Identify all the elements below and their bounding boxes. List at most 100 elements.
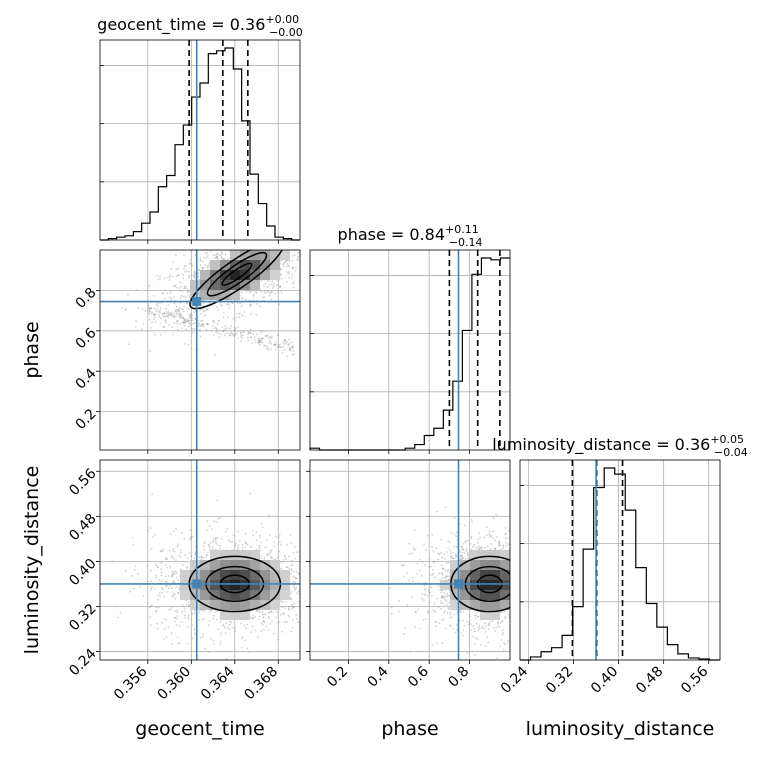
sample-point (271, 280, 274, 283)
sample-point (172, 594, 174, 597)
sample-point (208, 611, 211, 613)
density-cell (270, 250, 280, 260)
sample-point (481, 548, 483, 551)
sample-point (515, 566, 517, 568)
sample-point (231, 541, 233, 543)
sample-point (292, 353, 295, 355)
sample-point (261, 610, 264, 613)
sample-point (435, 547, 438, 550)
sample-point (177, 267, 179, 270)
sample-point (184, 617, 187, 619)
sample-point (161, 314, 164, 316)
sample-point (151, 604, 153, 607)
density-cell (230, 550, 240, 560)
sample-point (229, 620, 231, 623)
sample-point (537, 573, 539, 575)
sample-point (237, 337, 240, 339)
sample-point (463, 552, 466, 554)
sample-point (203, 244, 205, 246)
sample-point (285, 247, 287, 249)
sample-point (154, 333, 156, 336)
sample-point (549, 571, 551, 573)
sample-point (517, 534, 519, 536)
sample-point (517, 532, 519, 534)
sample-point (296, 259, 299, 261)
sample-point (292, 585, 295, 587)
sample-point (215, 327, 218, 330)
sample-point (512, 566, 514, 568)
sample-point (552, 596, 554, 598)
sample-point (172, 574, 174, 577)
sample-point (214, 253, 217, 256)
x-tick-label: 0.360 (154, 664, 194, 704)
x-tick-label: 0.24 (498, 663, 531, 696)
sample-point (521, 593, 523, 595)
sample-point (523, 582, 525, 584)
sample-point (453, 545, 456, 548)
sample-point (546, 553, 548, 555)
sample-point (294, 226, 296, 228)
sample-point (468, 614, 471, 617)
sample-point (459, 550, 462, 553)
density-cell (260, 560, 270, 570)
sample-point (156, 275, 159, 277)
sample-point (513, 570, 515, 572)
sample-point (296, 237, 298, 239)
sample-point (244, 639, 246, 642)
sample-point (452, 557, 454, 560)
sample-point (521, 593, 523, 595)
sample-point (439, 600, 442, 603)
sample-point (292, 281, 295, 283)
sample-point (445, 627, 447, 630)
sample-point (448, 541, 451, 543)
sample-point (301, 250, 303, 252)
sample-point (441, 602, 444, 605)
sample-point (444, 610, 446, 612)
sample-point (512, 556, 514, 558)
sample-point (340, 272, 342, 274)
sample-point (175, 305, 178, 308)
sample-point (444, 506, 447, 509)
sample-point (538, 545, 540, 547)
sample-point (508, 529, 510, 532)
density-cell (480, 550, 490, 560)
sample-point (191, 314, 193, 316)
sample-point (514, 602, 516, 604)
sample-point (495, 513, 498, 516)
sample-point (257, 340, 260, 343)
sample-point (293, 602, 296, 605)
sample-point (186, 642, 189, 645)
sample-point (286, 543, 288, 546)
sample-point (424, 593, 427, 596)
sample-point (173, 616, 176, 619)
sample-point (338, 585, 340, 587)
sample-point (454, 556, 457, 559)
sample-point (510, 533, 512, 535)
sample-point (183, 305, 185, 308)
sample-point (258, 615, 261, 618)
sample-point (185, 265, 187, 267)
sample-point (530, 580, 532, 582)
sample-point (260, 621, 263, 624)
sample-point (546, 567, 548, 569)
sample-point (253, 240, 255, 242)
sample-point (180, 549, 183, 552)
sample-point (177, 543, 180, 546)
sample-point (251, 529, 254, 532)
sample-point (153, 314, 156, 317)
sample-point (305, 582, 307, 584)
sample-point (327, 271, 329, 273)
sample-point (279, 285, 282, 288)
sample-point (207, 624, 210, 627)
sample-point (512, 583, 514, 585)
sample-point (549, 563, 551, 565)
sample-point (549, 588, 551, 590)
density-cell (230, 610, 240, 620)
density-cell (450, 590, 460, 600)
sample-point (564, 613, 566, 615)
sample-point (257, 337, 260, 340)
sample-point (147, 305, 150, 307)
sample-point (179, 281, 182, 284)
sample-point (523, 569, 525, 571)
sample-point (173, 302, 176, 304)
